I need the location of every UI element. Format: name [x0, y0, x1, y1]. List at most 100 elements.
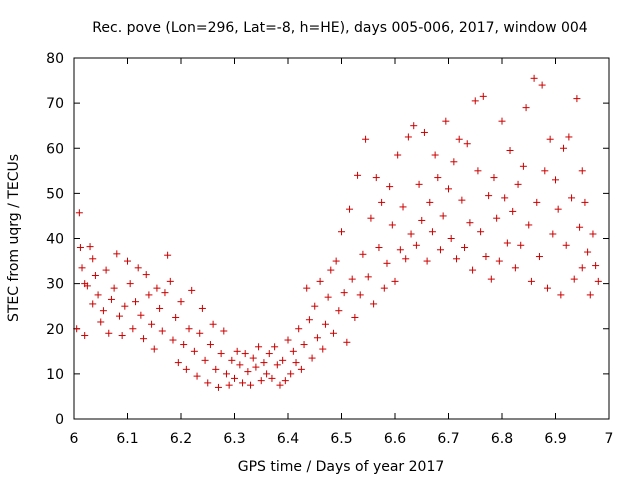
data-point: [372, 174, 380, 182]
x-tick-label: 6.1: [116, 431, 138, 447]
data-point: [115, 312, 123, 320]
x-tick-label: 6.4: [277, 431, 299, 447]
data-point: [517, 241, 525, 249]
data-point: [364, 273, 372, 281]
x-tick-label: 6: [70, 431, 79, 447]
data-point: [110, 284, 118, 292]
axis-ticks: 6 6.1 6.2 6.3 6.4 6.5 6.6 6.7 6.8 6.9 701020304050…: [46, 51, 613, 447]
y-tick-label: 80: [46, 51, 64, 67]
data-point: [75, 209, 83, 217]
data-point: [346, 205, 354, 213]
data-point: [332, 257, 340, 265]
data-point: [576, 223, 584, 231]
data-point: [445, 185, 452, 193]
data-point: [439, 212, 447, 220]
data-point: [383, 259, 391, 267]
data-point: [453, 255, 461, 263]
data-point: [89, 255, 97, 263]
y-tick-label: 60: [46, 141, 64, 157]
data-point: [592, 262, 600, 270]
data-point: [578, 264, 586, 272]
data-point: [273, 361, 281, 369]
x-tick-label: 6.3: [223, 431, 245, 447]
data-point: [495, 257, 503, 265]
data-point: [140, 335, 148, 343]
data-point: [220, 327, 228, 335]
data-point: [415, 180, 423, 188]
data-point: [519, 162, 527, 170]
data-point: [503, 239, 511, 247]
data-point: [107, 295, 115, 303]
data-point: [150, 345, 158, 353]
data-point: [241, 350, 249, 358]
data-point: [386, 183, 394, 191]
y-tick-label: 10: [46, 367, 64, 383]
data-point: [252, 363, 260, 371]
data-point: [351, 313, 359, 321]
data-point: [279, 356, 287, 364]
data-point: [420, 128, 428, 136]
data-point: [281, 377, 289, 385]
data-point: [447, 235, 455, 242]
data-point: [378, 198, 386, 206]
data-point: [402, 255, 410, 263]
data-point: [570, 275, 578, 283]
data-point: [193, 372, 201, 380]
data-point: [263, 370, 271, 378]
data-point: [568, 194, 576, 202]
data-point: [418, 216, 426, 224]
y-tick-label: 0: [55, 412, 64, 428]
data-point: [292, 359, 300, 367]
y-tick-label: 40: [46, 232, 64, 248]
data-point: [509, 207, 517, 215]
data-point: [196, 329, 204, 337]
data-points: [73, 74, 602, 391]
data-point: [498, 117, 506, 125]
data-point: [300, 341, 308, 349]
data-point: [391, 277, 399, 285]
data-point: [394, 151, 402, 159]
data-point: [554, 205, 562, 213]
data-point: [565, 133, 573, 141]
data-point: [375, 244, 383, 252]
data-point: [142, 271, 150, 279]
x-tick-label: 7: [605, 431, 614, 447]
data-point: [477, 228, 485, 236]
x-tick-label: 6.6: [384, 431, 406, 447]
data-point: [362, 135, 370, 143]
data-point: [83, 282, 91, 290]
data-point: [380, 284, 388, 292]
data-point: [206, 341, 214, 349]
y-tick-label: 50: [46, 186, 64, 202]
data-point: [316, 277, 324, 285]
x-tick-label: 6.5: [330, 431, 352, 447]
data-point: [370, 300, 378, 308]
data-point: [225, 381, 233, 389]
data-point: [156, 304, 164, 312]
x-tick-label: 6.9: [544, 431, 566, 447]
data-point: [76, 244, 84, 252]
data-point: [461, 244, 469, 252]
data-point: [204, 379, 212, 387]
data-point: [338, 228, 345, 236]
data-point: [174, 359, 182, 367]
data-point: [118, 332, 126, 340]
data-point: [257, 377, 265, 385]
data-point: [217, 350, 225, 358]
data-point: [327, 266, 335, 274]
data-point: [180, 341, 188, 349]
data-point: [410, 122, 418, 130]
data-point: [169, 336, 177, 344]
data-point: [442, 117, 450, 125]
data-point: [145, 291, 153, 299]
y-tick-label: 30: [46, 277, 64, 293]
data-point: [359, 250, 367, 258]
data-point: [185, 325, 193, 333]
data-point: [535, 253, 543, 261]
data-point: [463, 140, 471, 148]
data-point: [284, 336, 292, 344]
data-point: [91, 272, 99, 280]
data-point: [426, 198, 434, 206]
data-point: [172, 313, 180, 321]
data-point: [348, 275, 356, 283]
